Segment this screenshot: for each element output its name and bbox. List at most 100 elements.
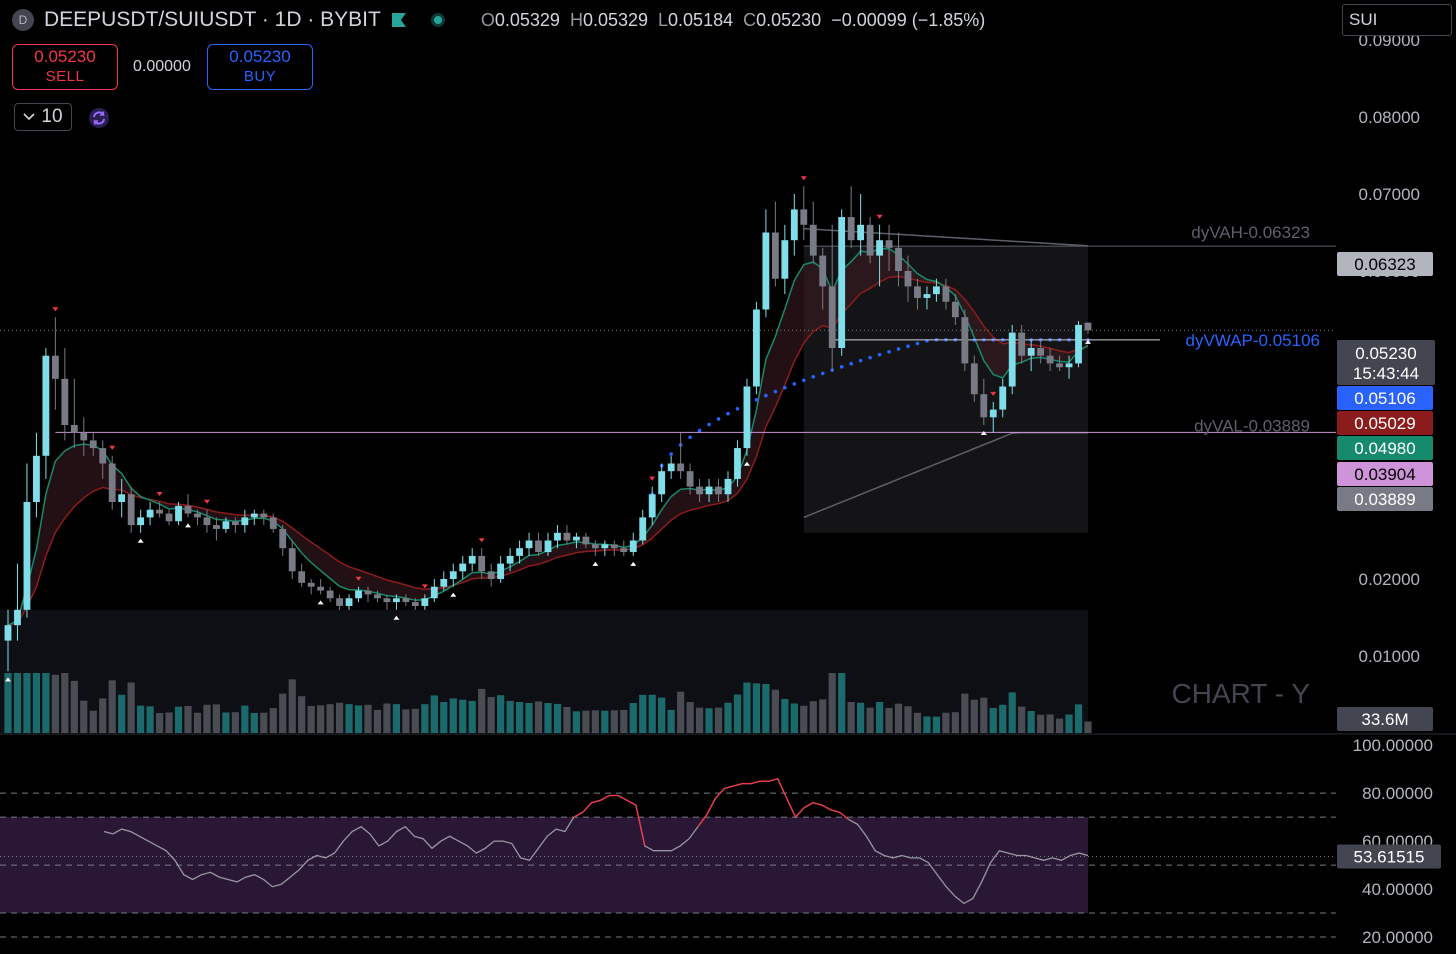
candle-body [449, 571, 457, 579]
candle-body [430, 586, 438, 599]
volume-bar [648, 694, 656, 733]
rsi-overbought-segment [715, 787, 726, 799]
vwap-dot [839, 365, 844, 369]
candle-body [146, 509, 154, 518]
candle-body [970, 363, 978, 395]
volume-bar [184, 705, 192, 733]
candle-body [364, 590, 372, 595]
sell-signal-marker [421, 584, 428, 589]
candle-body [544, 540, 552, 553]
volume-bar [970, 699, 978, 733]
candle-body [904, 271, 912, 287]
candle-body [42, 355, 50, 456]
candle-body [885, 240, 893, 248]
volume-bar [677, 691, 685, 733]
buy-signal-marker [1085, 339, 1091, 344]
volume-bar [51, 674, 59, 733]
candle-body [715, 486, 722, 495]
vwap-dot [764, 393, 768, 398]
volume-bar [383, 703, 391, 733]
vwap-dot [868, 355, 872, 360]
volume-bar [392, 704, 401, 733]
volume-bar [667, 709, 675, 733]
symbol-badge[interactable]: D [12, 9, 34, 31]
flag-icon[interactable] [391, 12, 407, 28]
volume-bar [1046, 714, 1054, 733]
volume-bar [203, 704, 211, 733]
candle-body [847, 217, 855, 241]
candle-body [876, 240, 883, 256]
candle-body [326, 590, 334, 599]
vah-price-badge-bg [1337, 252, 1433, 276]
candle-body [70, 425, 78, 433]
volume-bar [724, 702, 732, 733]
vwap-dot [896, 347, 901, 351]
vwap-dot [811, 374, 816, 379]
candle-body [4, 625, 12, 641]
sync-icon[interactable] [88, 107, 110, 129]
volume-bar [468, 700, 476, 733]
candle-body [762, 232, 770, 310]
candle-body [933, 286, 940, 295]
candle-body [298, 571, 306, 583]
val-price-badge-bg [1337, 487, 1433, 511]
volume-bar [705, 708, 713, 733]
sell-signal-marker [876, 214, 883, 219]
candle-body [610, 544, 618, 549]
volume-bar [752, 683, 761, 733]
vwap-dot [792, 382, 797, 386]
volume-bar [13, 673, 22, 733]
volume-bar [231, 712, 239, 733]
candle-body [89, 440, 97, 449]
volume-bar [4, 673, 12, 733]
symbol-title[interactable]: DEEPUSDT/SUIUSDT · 1D · BYBIT [44, 8, 381, 31]
candle-body [961, 317, 969, 364]
candle-body [705, 486, 713, 495]
candle-body [393, 598, 400, 603]
candle-body [14, 609, 21, 626]
rsi-overbought-segment [813, 802, 823, 806]
volume-bar [875, 702, 884, 733]
volume-bar [961, 693, 969, 733]
vwap-dot [726, 411, 730, 416]
candle-body [601, 544, 609, 549]
volume-bar [932, 716, 941, 733]
candle-body [554, 532, 561, 541]
rsi-overbought-segment [697, 814, 708, 828]
sell-label: SELL [45, 68, 85, 85]
ema-slow-price-badge: 0.05029 [1354, 414, 1415, 433]
buy-button[interactable]: 0.05230 BUY [207, 44, 313, 90]
volume-bar [260, 712, 268, 733]
candle-body [724, 478, 732, 495]
volume-bar [487, 697, 495, 733]
volume-bar [591, 710, 599, 733]
candle-body [658, 471, 666, 495]
vwap-dot [773, 389, 778, 394]
candle-body [857, 224, 865, 241]
high-label: H [569, 9, 583, 30]
volume-bar [402, 709, 410, 733]
volume-bar [411, 708, 419, 733]
rsi-overbought-segment [706, 797, 717, 816]
symbol-search-input[interactable] [1342, 4, 1452, 36]
volume-bar [421, 704, 429, 733]
rsi-overbought-segment [786, 797, 797, 818]
candle-body [374, 594, 381, 599]
vwap-dot [906, 344, 910, 349]
candle-body [61, 378, 69, 425]
vwap-dot [754, 397, 759, 402]
ema-slow-price-badge-bg [1337, 411, 1433, 435]
candle-body [677, 463, 685, 472]
val-level-label: dyVAL-0.03889 [1194, 417, 1310, 436]
volume-bar [866, 707, 874, 733]
volume-bar [307, 705, 315, 733]
quantity-selector[interactable]: 10 [14, 103, 72, 131]
candle-body [1075, 324, 1082, 364]
pink-level-price-badge: 0.03904 [1354, 465, 1415, 484]
sell-button[interactable]: 0.05230 SELL [12, 44, 118, 90]
sell-signal-marker [800, 176, 807, 181]
volume-bar [695, 707, 704, 733]
ema-fast-price-badge-bg [1337, 436, 1433, 460]
volume-bar [1027, 711, 1035, 733]
